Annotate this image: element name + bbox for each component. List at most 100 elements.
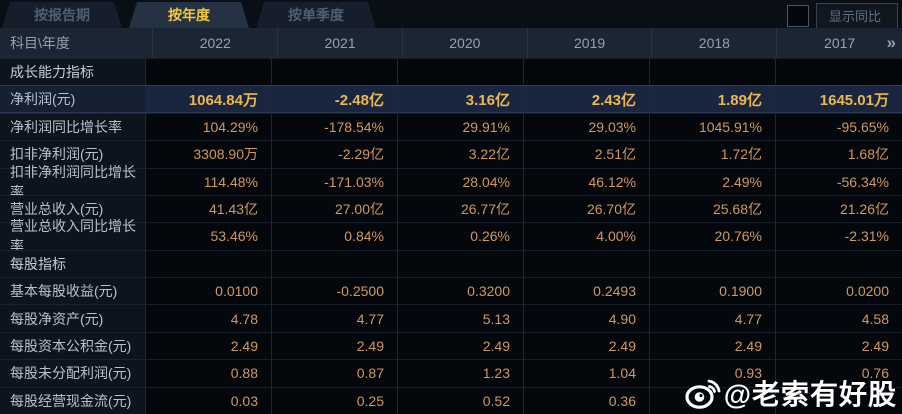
year-header-2019[interactable]: 2019 bbox=[526, 28, 652, 58]
row-label: 基本每股收益(元) bbox=[0, 277, 145, 305]
row-label: 每股经营现金流(元) bbox=[0, 386, 145, 414]
cell-value: 2.49 bbox=[271, 331, 397, 360]
cell-value: 4.90 bbox=[523, 304, 649, 332]
row-label: 每股净资产(元) bbox=[0, 304, 145, 332]
cell-value: 46.12% bbox=[523, 167, 649, 195]
cell-value: 4.78 bbox=[145, 304, 271, 332]
cell-value bbox=[649, 386, 775, 414]
more-years-icon[interactable]: » bbox=[886, 33, 897, 52]
cell-value bbox=[775, 249, 902, 277]
cell-value: 2.51亿 bbox=[523, 140, 649, 168]
table-row: 营业总收入(元) 41.43亿 27.00亿 26.77亿 26.70亿 25.68亿 21… bbox=[0, 194, 902, 223]
cell-value: 28.04% bbox=[397, 167, 523, 195]
table-row: 净利润同比增长率 104.29% -178.54% 29.91% 29.03% 1045.… bbox=[0, 112, 902, 141]
cell-value: 21.26亿 bbox=[775, 194, 902, 223]
cell-value: -2.29亿 bbox=[271, 140, 397, 168]
cell-value: -2.48亿 bbox=[271, 85, 397, 113]
cell-value: 1.23 bbox=[397, 359, 523, 387]
section-row: 每股指标 bbox=[0, 249, 902, 277]
cell-value: 3.16亿 bbox=[397, 85, 523, 113]
table-row: 每股净资产(元) 4.78 4.77 5.13 4.90 4.77 4.58 bbox=[0, 304, 902, 332]
cell-value: 2.49 bbox=[649, 331, 775, 360]
table-body: 成长能力指标 净利润(元) 1064.84万 -2.48亿 3.16亿 2.43亿 1.89… bbox=[0, 58, 902, 414]
cell-value: 0.0200 bbox=[775, 277, 902, 305]
cell-value: 2.49% bbox=[649, 167, 775, 195]
tab-annual[interactable]: 按年度 bbox=[129, 2, 249, 28]
cell-value bbox=[271, 58, 397, 86]
cell-value: 2.49 bbox=[397, 331, 523, 360]
show-yoy-label[interactable]: 显示同比 bbox=[815, 3, 898, 29]
row-label: 每股资本公积金(元) bbox=[0, 331, 145, 360]
cell-value bbox=[397, 58, 523, 86]
table-row: 营业总收入同比增长率 53.46% 0.84% 0.26% 4.00% 20.76% -2.… bbox=[0, 218, 902, 254]
cell-value bbox=[775, 386, 902, 414]
show-yoy-control: 显示同比 bbox=[786, 3, 898, 29]
cell-value: 0.3200 bbox=[397, 277, 523, 305]
row-label: 净利润(元) bbox=[0, 85, 145, 113]
year-header-2018[interactable]: 2018 bbox=[651, 28, 776, 58]
cell-value: 114.48% bbox=[145, 167, 271, 195]
row-label: 每股指标 bbox=[0, 249, 145, 277]
cell-value: 41.43亿 bbox=[145, 194, 271, 223]
cell-value: 0.0100 bbox=[145, 277, 271, 305]
cell-value: 26.70亿 bbox=[523, 194, 649, 223]
cell-value: 1.68亿 bbox=[775, 140, 902, 168]
cell-value: 20.76% bbox=[649, 222, 775, 250]
table-row: 扣非净利润同比增长率 114.48% -171.03% 28.04% 46.12% 2.4… bbox=[0, 164, 902, 200]
cell-value: 27.00亿 bbox=[271, 194, 397, 223]
show-yoy-checkbox[interactable] bbox=[786, 5, 809, 27]
cell-value: 29.03% bbox=[523, 112, 649, 141]
cell-value: 3.22亿 bbox=[397, 140, 523, 168]
cell-value: 1064.84万 bbox=[145, 85, 271, 113]
cell-value: 4.58 bbox=[775, 304, 902, 332]
table-header-row: 科目\年度 2022 2021 2020 2019 2018 2017» bbox=[0, 28, 902, 58]
cell-value bbox=[523, 58, 649, 86]
cell-value: -0.2500 bbox=[271, 277, 397, 305]
cell-value: 0.26% bbox=[397, 222, 523, 250]
table-row: 基本每股收益(元) 0.0100 -0.2500 0.3200 0.2493 0.1900… bbox=[0, 277, 902, 305]
cell-value: 4.77 bbox=[271, 304, 397, 332]
financial-table: 科目\年度 2022 2021 2020 2019 2018 2017» 成长能力指标 净利… bbox=[0, 28, 902, 414]
cell-value: 1.89亿 bbox=[649, 85, 775, 113]
cell-value: 4.77 bbox=[649, 304, 775, 332]
year-header-2021[interactable]: 2021 bbox=[277, 28, 402, 58]
cell-value: 0.84% bbox=[271, 222, 397, 250]
year-header-2022[interactable]: 2022 bbox=[152, 28, 277, 58]
cell-value bbox=[397, 249, 523, 277]
cell-value: 25.68亿 bbox=[649, 194, 775, 223]
tab-report-period[interactable]: 按报告期 bbox=[2, 2, 122, 28]
cell-value: -95.65% bbox=[775, 112, 902, 141]
table-row: 每股经营现金流(元) 0.03 0.25 0.52 0.36 bbox=[0, 386, 902, 414]
corner-header: 科目\年度 bbox=[10, 35, 70, 51]
cell-value: -171.03% bbox=[271, 167, 397, 195]
cell-value: -2.31% bbox=[775, 222, 902, 250]
row-label: 每股未分配利润(元) bbox=[0, 359, 145, 387]
cell-value: 1645.01万 bbox=[775, 85, 902, 113]
cell-value bbox=[145, 58, 271, 86]
section-row: 成长能力指标 bbox=[0, 58, 902, 86]
cell-value: 2.49 bbox=[523, 331, 649, 360]
cell-value: 0.88 bbox=[145, 359, 271, 387]
cell-value: 0.1900 bbox=[649, 277, 775, 305]
cell-value: 29.91% bbox=[397, 112, 523, 141]
row-label: 成长能力指标 bbox=[0, 58, 145, 86]
cell-value: 0.76 bbox=[775, 359, 902, 387]
cell-value: 1.72亿 bbox=[649, 140, 775, 168]
cell-value: -178.54% bbox=[271, 112, 397, 141]
cell-value: -56.34% bbox=[775, 167, 902, 195]
row-label: 扣非净利润(元) bbox=[0, 140, 145, 168]
tab-single-quarter[interactable]: 按单季度 bbox=[256, 2, 376, 28]
cell-value: 2.43亿 bbox=[523, 85, 649, 113]
table-row: 净利润(元) 1064.84万 -2.48亿 3.16亿 2.43亿 1.89亿 1645.… bbox=[0, 85, 902, 113]
cell-value: 4.00% bbox=[523, 222, 649, 250]
year-header-2017[interactable]: 2017 bbox=[776, 28, 902, 58]
row-label: 扣非净利润同比增长率 bbox=[0, 164, 145, 200]
cell-value: 0.36 bbox=[523, 386, 649, 414]
cell-value: 0.87 bbox=[271, 359, 397, 387]
cell-value: 2.49 bbox=[145, 331, 271, 360]
year-header-2020[interactable]: 2020 bbox=[401, 28, 527, 58]
cell-value: 104.29% bbox=[145, 112, 271, 141]
table-row: 扣非净利润(元) 3308.90万 -2.29亿 3.22亿 2.51亿 1.72亿 1.6… bbox=[0, 140, 902, 168]
cell-value: 5.13 bbox=[397, 304, 523, 332]
